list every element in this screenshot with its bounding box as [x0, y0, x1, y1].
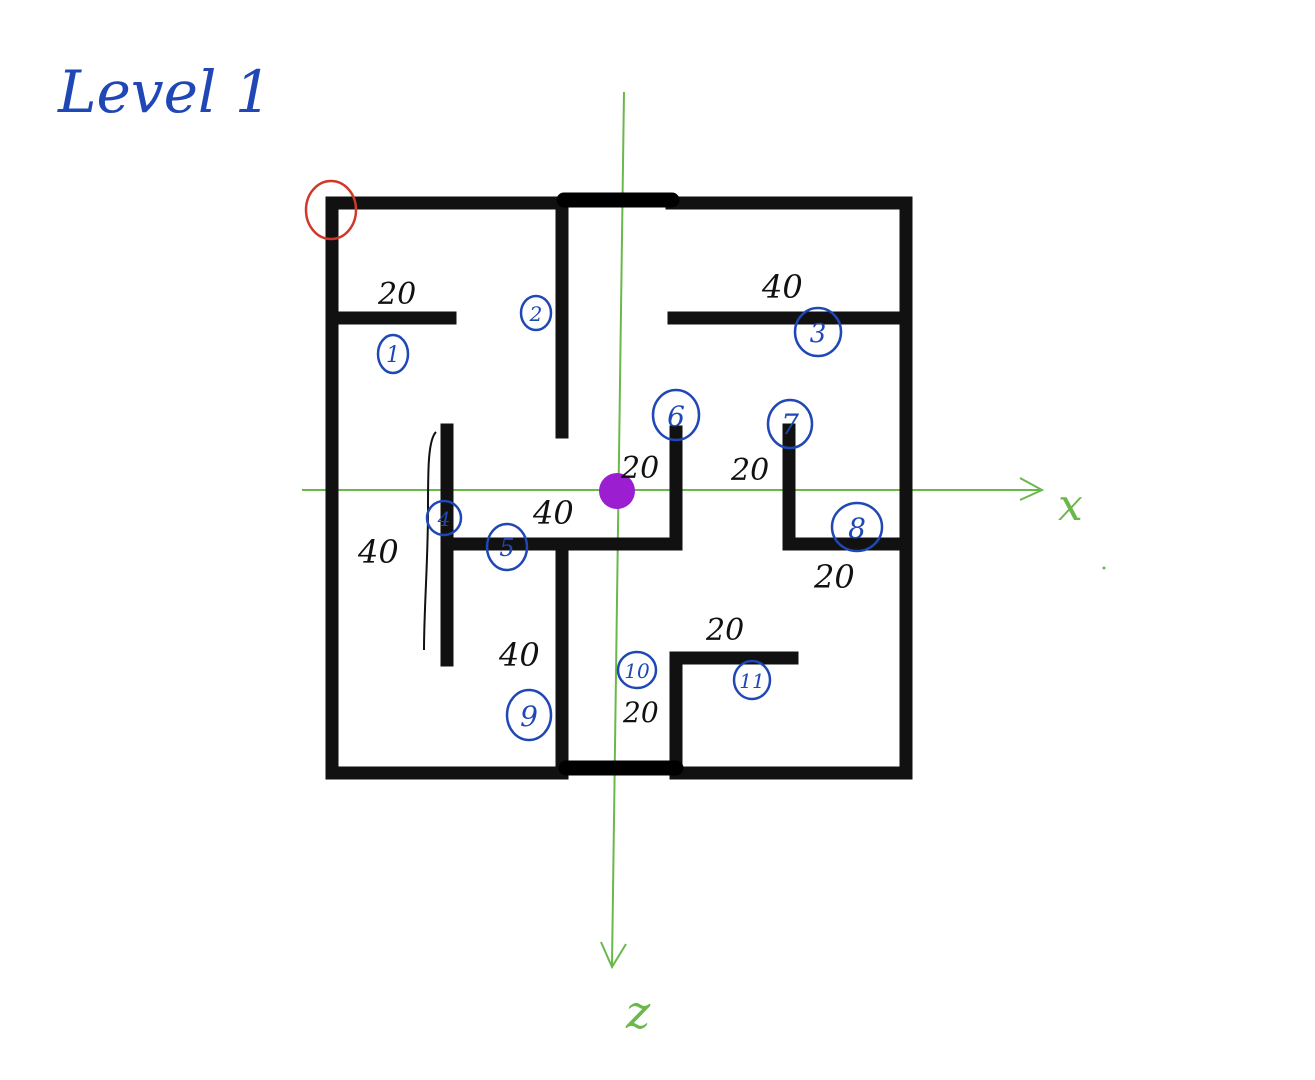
level-title: Level 1 [57, 58, 272, 126]
dimension-wall-5: 40 [532, 494, 574, 532]
svg-text:4: 4 [437, 507, 451, 531]
center-player-dot [599, 473, 635, 509]
dimension-wall-6: 20 [620, 451, 659, 486]
dimension-bracket [423, 431, 437, 651]
wall-marker-7: 7 [766, 398, 814, 450]
wall-marker-1: 1 [376, 333, 410, 375]
x-axis-arrowhead [1019, 477, 1045, 501]
wall-marker-10: 10 [616, 650, 658, 690]
svg-text:9: 9 [520, 700, 538, 733]
dimension-wall-10: 20 [622, 696, 659, 729]
dimension-labels: 20 40 40 20 20 40 20 40 20 20 [357, 268, 855, 729]
svg-text:5: 5 [499, 534, 514, 562]
wall-marker-6: 6 [651, 388, 701, 442]
dimension-wall-7: 20 [730, 453, 769, 488]
wall-marker-5: 5 [485, 522, 529, 572]
dimension-wall-9: 40 [498, 636, 540, 674]
dimension-wall-1: 20 [377, 277, 416, 312]
wall-marker-9: 9 [505, 688, 553, 742]
svg-text:2: 2 [529, 302, 543, 326]
dimension-wall-4: 40 [357, 533, 399, 571]
svg-text:8: 8 [848, 512, 866, 545]
svg-text:11: 11 [739, 669, 764, 693]
wall-marker-2: 2 [519, 294, 553, 332]
svg-text:6: 6 [667, 400, 685, 433]
wall-marker-8: 8 [830, 501, 884, 553]
wall-marker-4: 4 [425, 499, 463, 537]
svg-text:3: 3 [810, 319, 827, 349]
maze-walls [325, 196, 913, 780]
wall-marker-11: 11 [732, 659, 772, 701]
z-axis-label: z [625, 985, 651, 1039]
x-axis-label: x [1058, 480, 1083, 531]
svg-text:10: 10 [624, 659, 650, 683]
z-axis-arrowhead [600, 941, 627, 970]
dimension-wall-8: 20 [813, 558, 855, 596]
svg-text:7: 7 [781, 408, 799, 441]
stray-dot [1102, 566, 1106, 570]
wall-marker-3: 3 [793, 306, 843, 358]
doors [556, 192, 684, 776]
wall-markers: 1 2 3 4 5 6 7 8 [376, 294, 884, 742]
svg-text:1: 1 [386, 343, 400, 368]
z-axis-line [611, 91, 625, 966]
dimension-wall-11: 20 [705, 613, 744, 648]
corner-origin-circle [304, 179, 358, 241]
dimension-wall-3: 40 [761, 268, 803, 306]
